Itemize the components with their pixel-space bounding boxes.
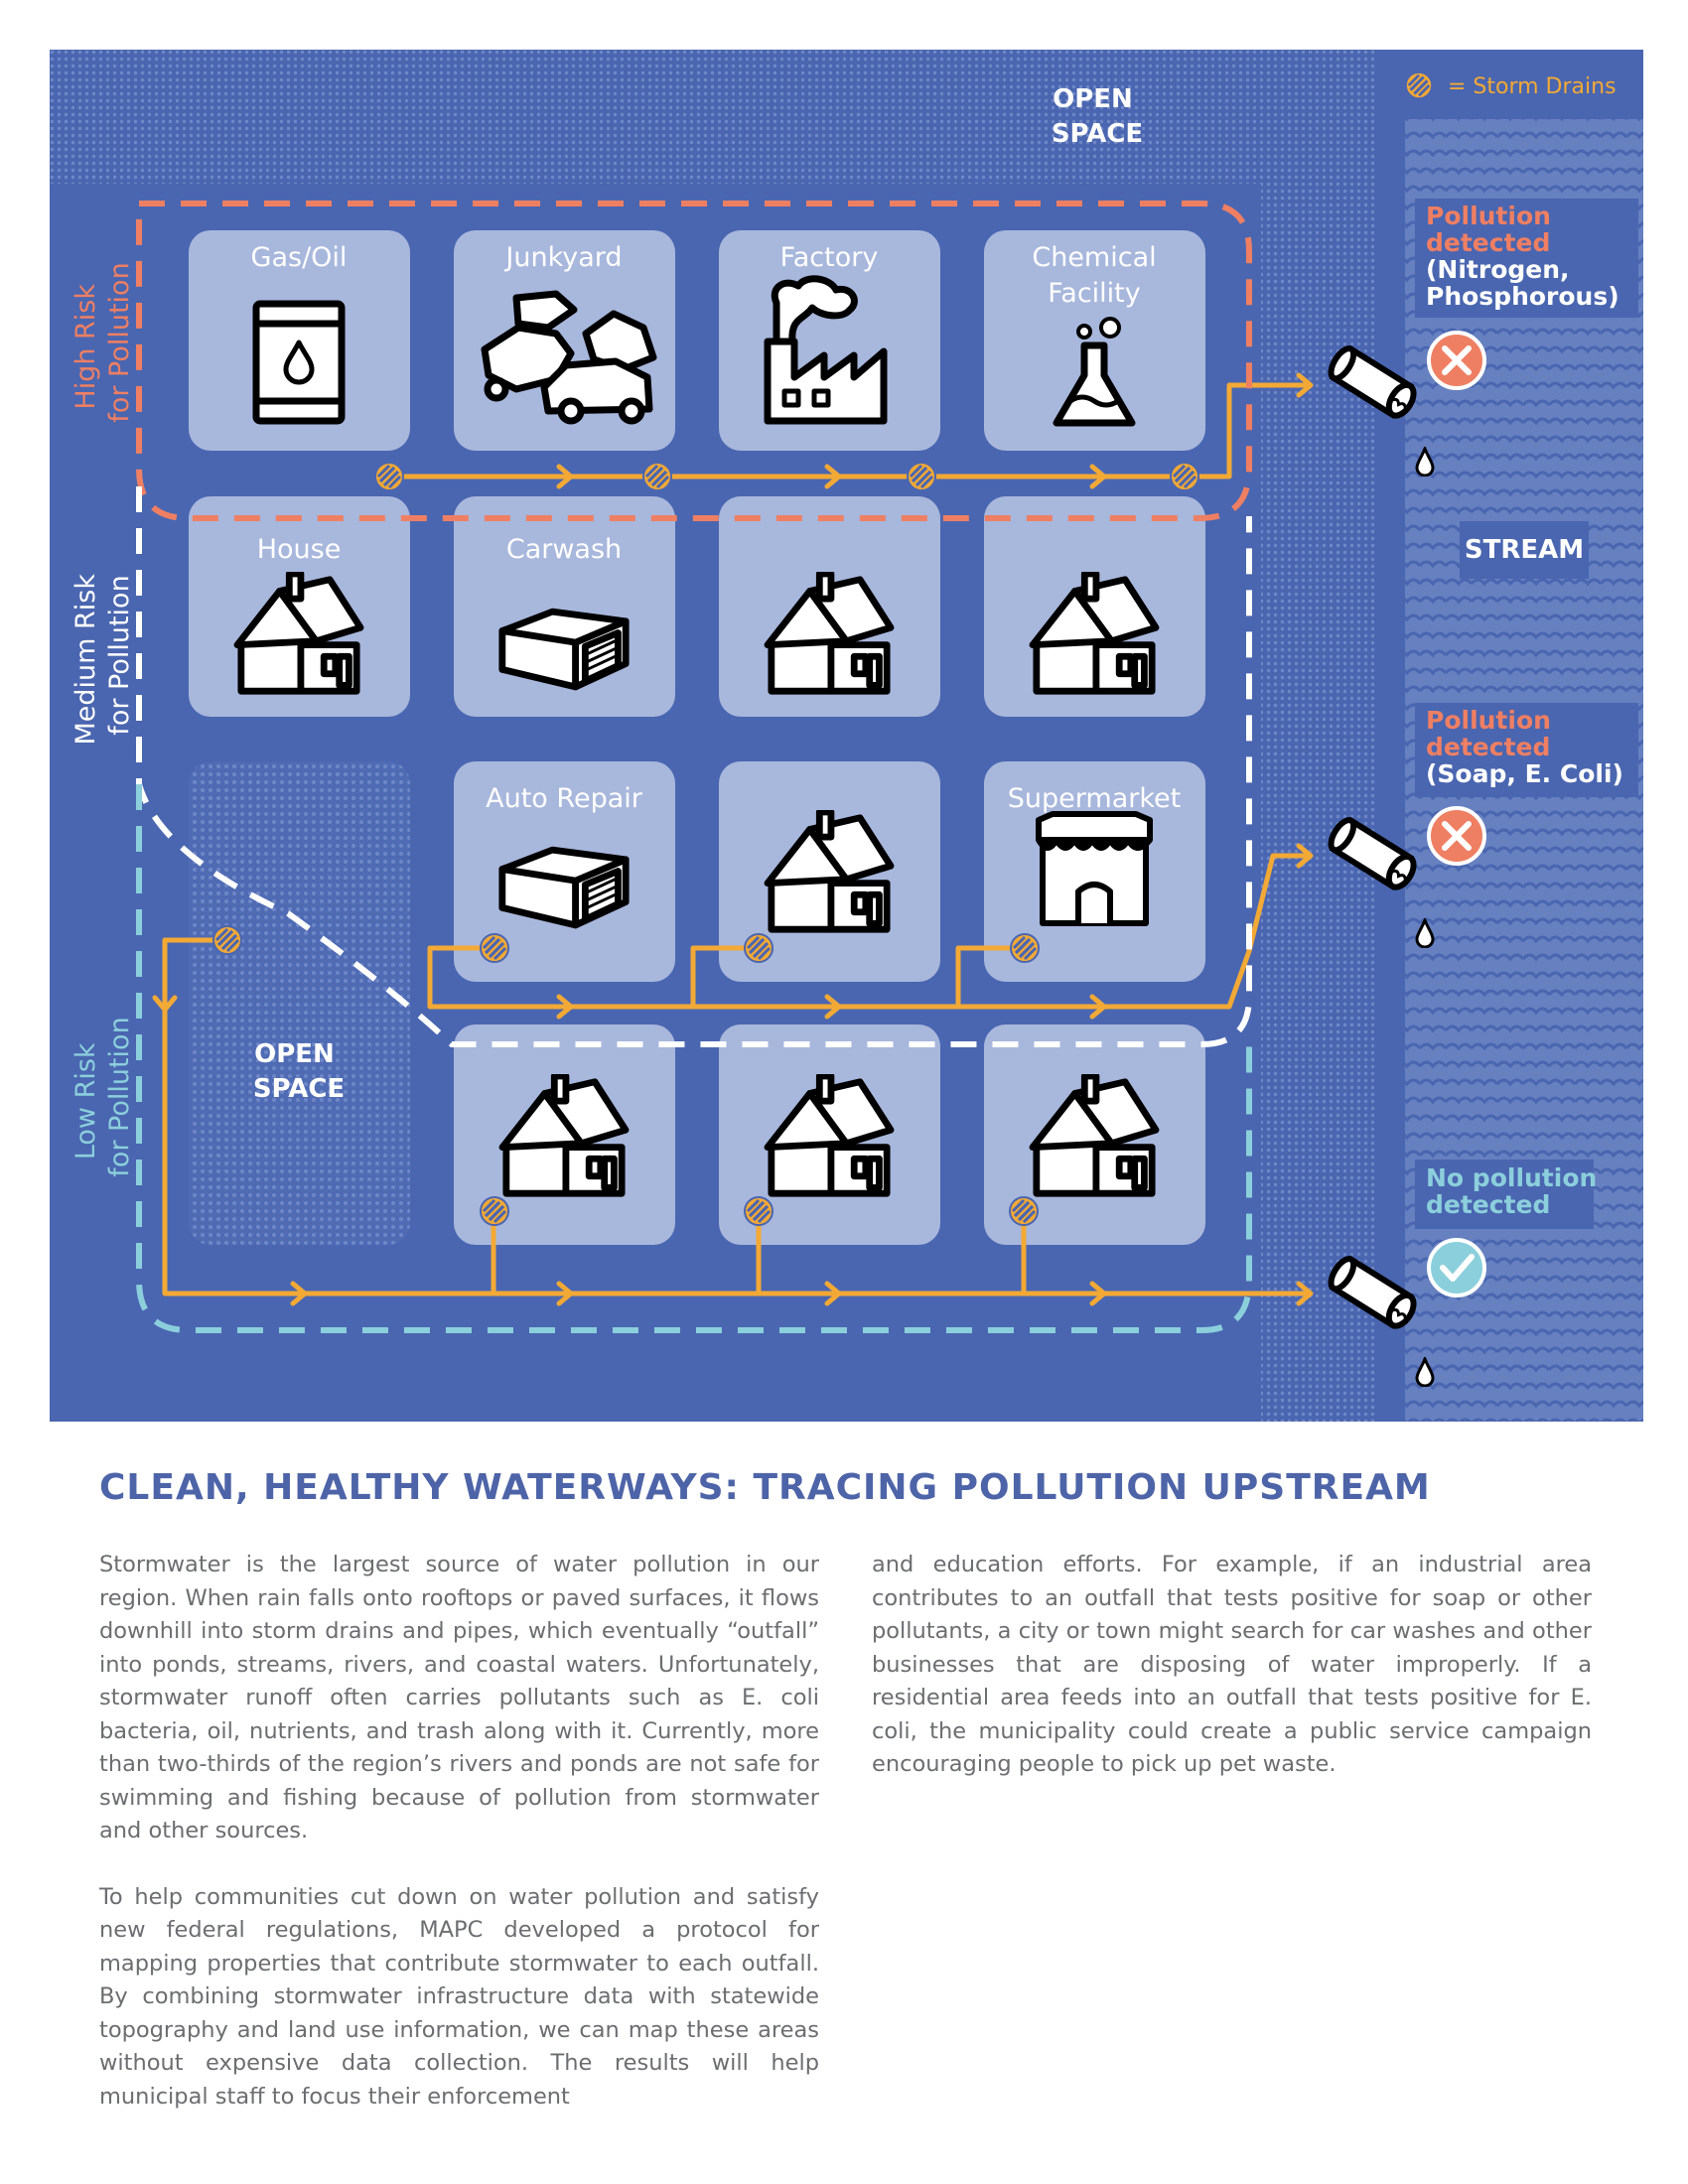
outfall-3-status-box xyxy=(1415,1160,1594,1229)
garage-icon xyxy=(502,850,626,925)
article-title: CLEAN, HEALTHY WATERWAYS: TRACING POLLUT… xyxy=(99,1467,1431,1508)
article-column-right: and education efforts. For example, if a… xyxy=(872,1549,1592,1815)
storm-drain-icon xyxy=(641,461,673,492)
outfall-1-status-box xyxy=(1415,199,1638,318)
storm-drain-icon xyxy=(211,924,243,956)
high-risk-zone-outline xyxy=(136,201,1252,521)
storm-drain-icon xyxy=(1169,461,1200,492)
high-risk-label: High Risk for Pollution xyxy=(70,262,135,422)
tile-label: House xyxy=(257,534,342,565)
low-risk-label: Low Risk for Pollution xyxy=(70,1017,135,1176)
article-paragraph: Stormwater is the largest source of wate… xyxy=(99,1552,819,1843)
tile-label: Supermarket xyxy=(1008,783,1181,814)
outfall-2-status-box xyxy=(1415,703,1638,797)
outfall-3-status: No pollution detected xyxy=(1426,1163,1606,1219)
storm-drain-icon xyxy=(1404,70,1434,100)
x-circle-icon xyxy=(1427,806,1486,866)
legend-label: = Storm Drains xyxy=(1448,74,1617,99)
tile-label: Chemical Facility xyxy=(1032,242,1156,309)
check-circle-icon xyxy=(1427,1238,1486,1297)
outfall-2-status: Pollution detected (Soap, E. Coli) xyxy=(1426,706,1623,788)
storm-drain-icon xyxy=(743,932,774,964)
open-space-area xyxy=(1261,50,1375,1422)
outfall-1-status: Pollution detected (Nitrogen, Phosphorou… xyxy=(1426,202,1619,311)
oil-barrel-icon xyxy=(252,300,346,425)
medium-risk-zone-outline xyxy=(136,486,1252,1047)
storm-drain-icon xyxy=(373,461,405,492)
storm-drain-icon xyxy=(479,1195,510,1227)
stream-label: STREAM xyxy=(1465,535,1584,565)
open-space-tile xyxy=(189,761,410,1245)
article-column-left: Stormwater is the largest source of wate… xyxy=(99,1549,819,2146)
storm-drain-icon xyxy=(479,932,510,964)
factory-icon xyxy=(764,275,888,425)
open-space-area xyxy=(50,50,1375,184)
open-space-label: OPEN SPACE xyxy=(253,1039,345,1104)
low-risk-zone-outline xyxy=(136,784,1252,1333)
tile-label: Junkyard xyxy=(503,242,622,273)
storefront-icon xyxy=(1036,811,1153,926)
chemical-flask-icon xyxy=(1053,317,1136,427)
tile-label: Carwash xyxy=(506,534,622,565)
pollution-tracing-diagram: = Storm Drains OPEN SPACE STREAM Gas/Oil… xyxy=(50,50,1643,1422)
flow-arrow xyxy=(152,372,1314,1306)
open-space-label: OPEN SPACE xyxy=(1052,84,1143,149)
storm-drain-icon xyxy=(1009,932,1041,964)
junked-cars-icon xyxy=(481,290,657,425)
storm-drain-icon xyxy=(1008,1195,1040,1227)
x-circle-icon xyxy=(1427,331,1486,390)
tile-label: Factory xyxy=(780,242,879,273)
tile-label: Auto Repair xyxy=(486,783,643,814)
article-paragraph: and education efforts. For example, if a… xyxy=(872,1552,1592,1777)
medium-risk-label: Medium Risk for Pollution xyxy=(70,565,135,745)
storm-drain-icon xyxy=(906,461,937,492)
tile-label: Gas/Oil xyxy=(251,242,348,273)
garage-icon xyxy=(502,612,626,687)
storm-drain-icon xyxy=(743,1195,774,1227)
stream-label-box xyxy=(1460,521,1589,579)
property-tile-chemical-facility xyxy=(984,230,1205,451)
article-paragraph: To help communities cut down on water po… xyxy=(99,1883,819,2110)
